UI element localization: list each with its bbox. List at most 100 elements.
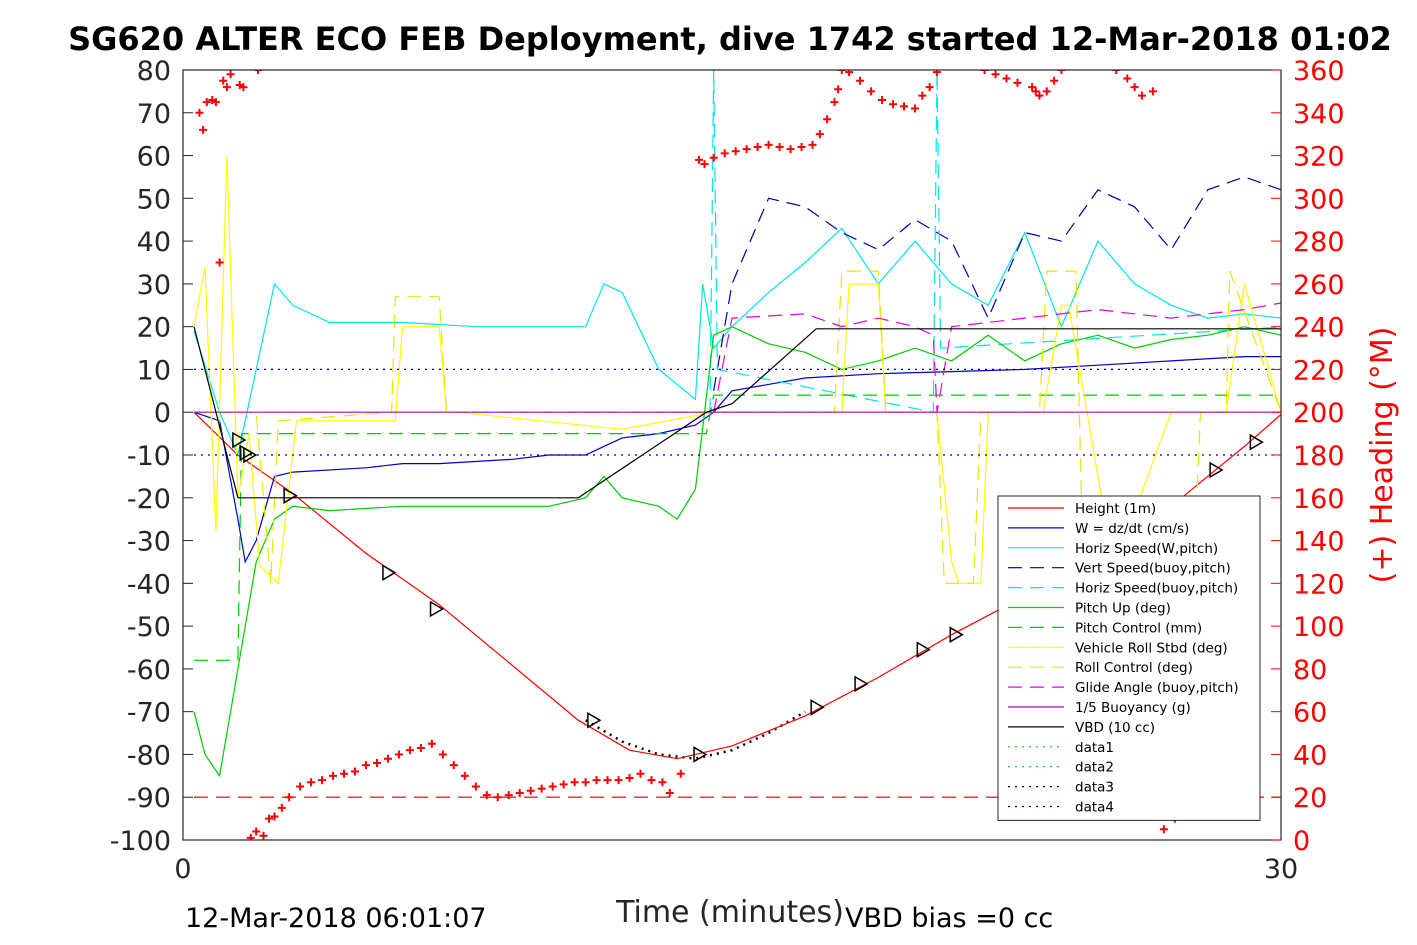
heading-marker bbox=[581, 778, 590, 787]
y-tick-label: 40 bbox=[137, 227, 171, 258]
heading-marker bbox=[296, 782, 305, 791]
legend-box bbox=[997, 495, 1261, 821]
y-right-tick-label: 220 bbox=[1293, 355, 1345, 386]
heading-marker bbox=[856, 76, 865, 85]
heading-marker bbox=[285, 793, 294, 802]
heading-marker bbox=[504, 791, 513, 800]
y-right-tick-label: 360 bbox=[1293, 56, 1345, 87]
y-tick-label: 20 bbox=[137, 313, 171, 344]
heading-marker bbox=[878, 95, 887, 104]
heading-marker bbox=[658, 778, 667, 787]
heading-marker bbox=[340, 769, 349, 778]
heading-marker bbox=[1002, 74, 1011, 83]
heading-marker bbox=[1159, 825, 1168, 834]
plot-area bbox=[193, 70, 1281, 840]
depth-marker bbox=[1209, 461, 1224, 479]
legend-label: data3 bbox=[1075, 780, 1114, 796]
heading-marker bbox=[219, 76, 228, 85]
y-tick-label: 0 bbox=[154, 398, 171, 429]
heading-marker bbox=[1148, 87, 1157, 96]
heading-marker bbox=[823, 115, 832, 124]
heading-marker bbox=[731, 147, 740, 156]
heading-marker bbox=[460, 771, 469, 780]
heading-marker bbox=[252, 827, 261, 836]
y-right-tick-label: 100 bbox=[1293, 612, 1345, 643]
heading-marker bbox=[764, 140, 773, 149]
heading-marker bbox=[889, 100, 898, 109]
heading-marker bbox=[239, 83, 248, 92]
depth-marker bbox=[382, 564, 397, 581]
heading-marker bbox=[1130, 83, 1139, 92]
depth-marker bbox=[810, 699, 825, 716]
right-axis-label: (+) Heading (°M) bbox=[1365, 327, 1400, 584]
heading-marker bbox=[1042, 87, 1051, 96]
heading-marker bbox=[383, 754, 392, 763]
axes: 80706050403020100-10-20-30-40-50-60-70-8… bbox=[110, 56, 1345, 885]
heading-marker bbox=[254, 70, 263, 74]
heading-marker bbox=[797, 143, 806, 151]
heading-marker bbox=[932, 70, 941, 77]
heading-marker bbox=[427, 739, 436, 748]
y-tick-label: 50 bbox=[137, 184, 171, 215]
heading-marker bbox=[925, 83, 934, 92]
heading-marker bbox=[991, 70, 1000, 79]
heading-marker bbox=[837, 70, 846, 74]
heading-marker bbox=[351, 767, 360, 776]
heading-marker bbox=[980, 70, 989, 74]
heading-marker bbox=[215, 258, 224, 267]
heading-marker bbox=[537, 784, 546, 793]
legend-label: Roll Control (deg) bbox=[1075, 660, 1193, 676]
legend-label: data1 bbox=[1075, 740, 1114, 756]
y-tick-label: 30 bbox=[137, 270, 171, 301]
heading-marker bbox=[329, 771, 338, 780]
heading-marker bbox=[372, 759, 381, 767]
y-right-tick-label: 140 bbox=[1293, 527, 1345, 558]
heading-marker bbox=[808, 140, 817, 149]
heading-marker bbox=[449, 761, 458, 770]
depth-marker bbox=[587, 711, 602, 729]
y-right-tick-label: 160 bbox=[1293, 484, 1345, 515]
y-right-tick-label: 300 bbox=[1293, 184, 1345, 215]
y-tick-label: -50 bbox=[127, 612, 171, 643]
heading-marker bbox=[830, 98, 839, 107]
heading-marker bbox=[226, 70, 235, 79]
heading-marker bbox=[416, 744, 425, 753]
series-line-12 bbox=[193, 326, 1281, 499]
heading-marker bbox=[265, 814, 274, 823]
plot-clip-group bbox=[193, 70, 1281, 840]
heading-marker bbox=[1050, 76, 1059, 85]
legend-label: 1/5 Buoyancy (g) bbox=[1075, 700, 1191, 716]
y-right-tick-label: 0 bbox=[1293, 826, 1310, 857]
chart-title: SG620 ALTER ECO FEB Deployment, dive 174… bbox=[68, 20, 1392, 58]
legend: Height (1m) W = dz/dt (cm/s) Horiz Speed(W… bbox=[997, 495, 1261, 821]
heading-marker bbox=[548, 782, 557, 791]
legend-label: Pitch Up (deg) bbox=[1075, 601, 1171, 617]
series-line-7 bbox=[194, 394, 1281, 661]
y-tick-label: -100 bbox=[110, 826, 171, 857]
heading-marker bbox=[1112, 70, 1121, 74]
heading-marker bbox=[845, 70, 854, 77]
heading-marker bbox=[614, 776, 623, 785]
y-right-tick-label: 40 bbox=[1293, 740, 1327, 771]
heading-marker bbox=[1031, 87, 1040, 96]
legend-label: Vert Speed(buoy,pitch) bbox=[1075, 561, 1231, 577]
heading-marker bbox=[318, 776, 327, 785]
heading-marker bbox=[695, 155, 704, 164]
depth-marker bbox=[916, 641, 931, 658]
y-tick-label: -90 bbox=[127, 783, 171, 814]
depth-marker bbox=[949, 626, 964, 643]
y-tick-label: -70 bbox=[127, 698, 171, 729]
heading-marker bbox=[270, 812, 279, 821]
heading-marker bbox=[647, 776, 656, 785]
y-right-tick-label: 20 bbox=[1293, 783, 1327, 814]
heading-marker bbox=[603, 776, 612, 785]
y-tick-label: -10 bbox=[127, 441, 171, 472]
heading-marker bbox=[625, 773, 634, 782]
heading-marker bbox=[493, 793, 502, 802]
heading-marker bbox=[195, 108, 204, 117]
y-right-tick-label: 280 bbox=[1293, 227, 1345, 258]
y-right-tick-label: 120 bbox=[1293, 569, 1345, 600]
legend-label: W = dz/dt (cm/s) bbox=[1075, 521, 1189, 537]
heading-marker bbox=[211, 98, 220, 107]
y-right-tick-label: 340 bbox=[1293, 99, 1345, 130]
